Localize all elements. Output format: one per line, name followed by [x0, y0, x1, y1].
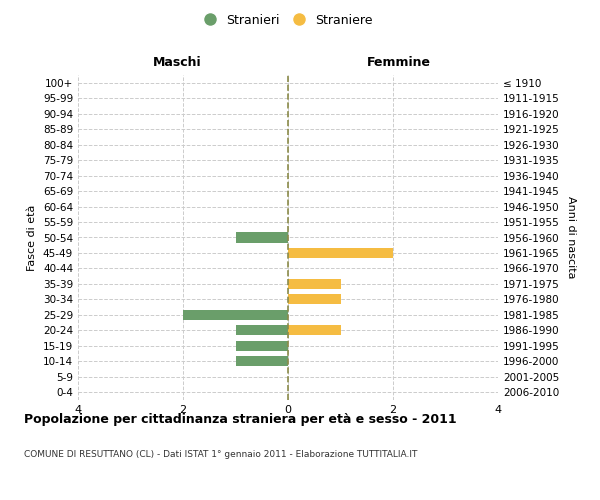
- Bar: [288, 279, 341, 289]
- Bar: [288, 294, 341, 304]
- Bar: [288, 248, 393, 258]
- Bar: [288, 326, 341, 336]
- Bar: [235, 341, 288, 351]
- Bar: [235, 356, 288, 366]
- Bar: [235, 326, 288, 336]
- Y-axis label: Anni di nascita: Anni di nascita: [566, 196, 576, 279]
- Bar: [183, 310, 288, 320]
- Text: Popolazione per cittadinanza straniera per età e sesso - 2011: Popolazione per cittadinanza straniera p…: [24, 412, 457, 426]
- Text: COMUNE DI RESUTTANO (CL) - Dati ISTAT 1° gennaio 2011 - Elaborazione TUTTITALIA.: COMUNE DI RESUTTANO (CL) - Dati ISTAT 1°…: [24, 450, 418, 459]
- Text: Maschi: Maschi: [152, 56, 202, 69]
- Text: Femmine: Femmine: [367, 56, 431, 69]
- Legend: Stranieri, Straniere: Stranieri, Straniere: [199, 8, 377, 32]
- Bar: [235, 232, 288, 242]
- Y-axis label: Fasce di età: Fasce di età: [28, 204, 37, 270]
